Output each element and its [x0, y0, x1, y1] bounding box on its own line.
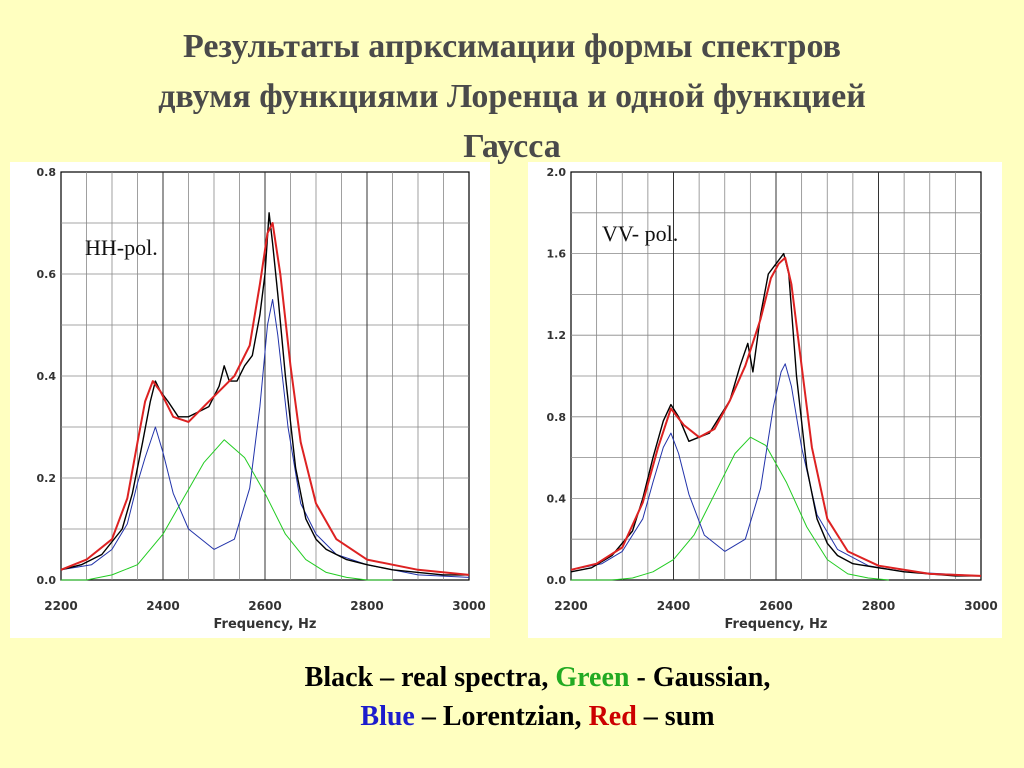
series-line-black	[60, 212, 469, 576]
chart-hh-pol: 2200 2400 2600 2800 3000 0.0 0.2 0.4 0.6 0.8 Frequ…	[10, 162, 490, 638]
legend-blue-text: – Lorentzian,	[414, 701, 589, 732]
y-tick-label: 0.4	[547, 492, 567, 505]
x-tick-label: 2800	[350, 599, 383, 613]
series-line-red	[570, 256, 982, 577]
chart-vv-pol-svg: 2200 2400 2600 2800 3000 0.0 0.4 0.8 1.2 1.6 2.0 Fr…	[547, 166, 998, 632]
y-tick-label: 0.8	[547, 411, 567, 424]
polarization-annotation: VV- pol.	[602, 221, 678, 246]
y-tick-label: 1.2	[547, 329, 567, 342]
y-tick-label: 0.4	[37, 370, 57, 383]
y-tick-label: 0.8	[37, 166, 57, 179]
x-axis-label: Frequency, Hz	[725, 617, 828, 632]
y-tick-label: 0.0	[37, 574, 57, 587]
x-tick-label: 2600	[248, 599, 281, 613]
y-tick-label: 1.6	[547, 248, 567, 261]
x-tick-label: 3000	[964, 599, 997, 613]
x-tick-label: 2600	[759, 599, 792, 613]
legend-black-label: Black	[304, 662, 374, 693]
legend-black-text: – real spectra,	[373, 662, 556, 693]
x-tick-label: 2400	[146, 599, 179, 613]
x-tick-label: 2200	[554, 599, 587, 613]
x-axis-label: Frequency, Hz	[214, 617, 317, 632]
series-line-blue	[570, 363, 982, 577]
chart-vv-pol: 2200 2400 2600 2800 3000 0.0 0.4 0.8 1.2 1.6 2.0 Fr…	[528, 162, 1002, 638]
title-line-2: двумя функциями Лоренца и одной функцией	[158, 78, 866, 115]
legend-red-text: – sum	[636, 701, 715, 732]
y-tick-label: 0.2	[37, 472, 57, 485]
series-line-green	[61, 439, 393, 581]
legend-green-label: Green	[555, 662, 630, 693]
y-tick-label: 0.6	[37, 268, 57, 281]
x-tick-label: 2400	[657, 599, 690, 613]
y-tick-label: 0.0	[547, 574, 567, 587]
title-line-3: Гаусса	[463, 128, 561, 165]
x-tick-label: 2800	[862, 599, 895, 613]
polarization-annotation: HH-pol.	[85, 235, 158, 260]
legend-blue-label: Blue	[360, 701, 415, 732]
series-line-red	[60, 222, 470, 576]
legend-green-text: - Gaussian,	[629, 662, 771, 693]
page-title: Результаты апрксимации формы спектров дв…	[0, 22, 1024, 172]
legend-caption-line-2: Blue – Lorentzian, Red – sum	[0, 701, 1024, 733]
series-line-black	[570, 252, 981, 577]
x-tick-label: 2200	[44, 599, 77, 613]
legend-caption-line-1: Black – real spectra, Green - Gaussian,	[0, 662, 1024, 694]
title-line-1: Результаты апрксимации формы спектров	[183, 28, 841, 65]
legend-red-label: Red	[588, 701, 637, 732]
y-tick-label: 2.0	[547, 166, 567, 179]
series-line-blue	[60, 299, 470, 578]
x-tick-label: 3000	[452, 599, 485, 613]
chart-hh-pol-svg: 2200 2400 2600 2800 3000 0.0 0.2 0.4 0.6 0.8 Frequ…	[37, 166, 486, 632]
series-line-green	[571, 436, 889, 581]
